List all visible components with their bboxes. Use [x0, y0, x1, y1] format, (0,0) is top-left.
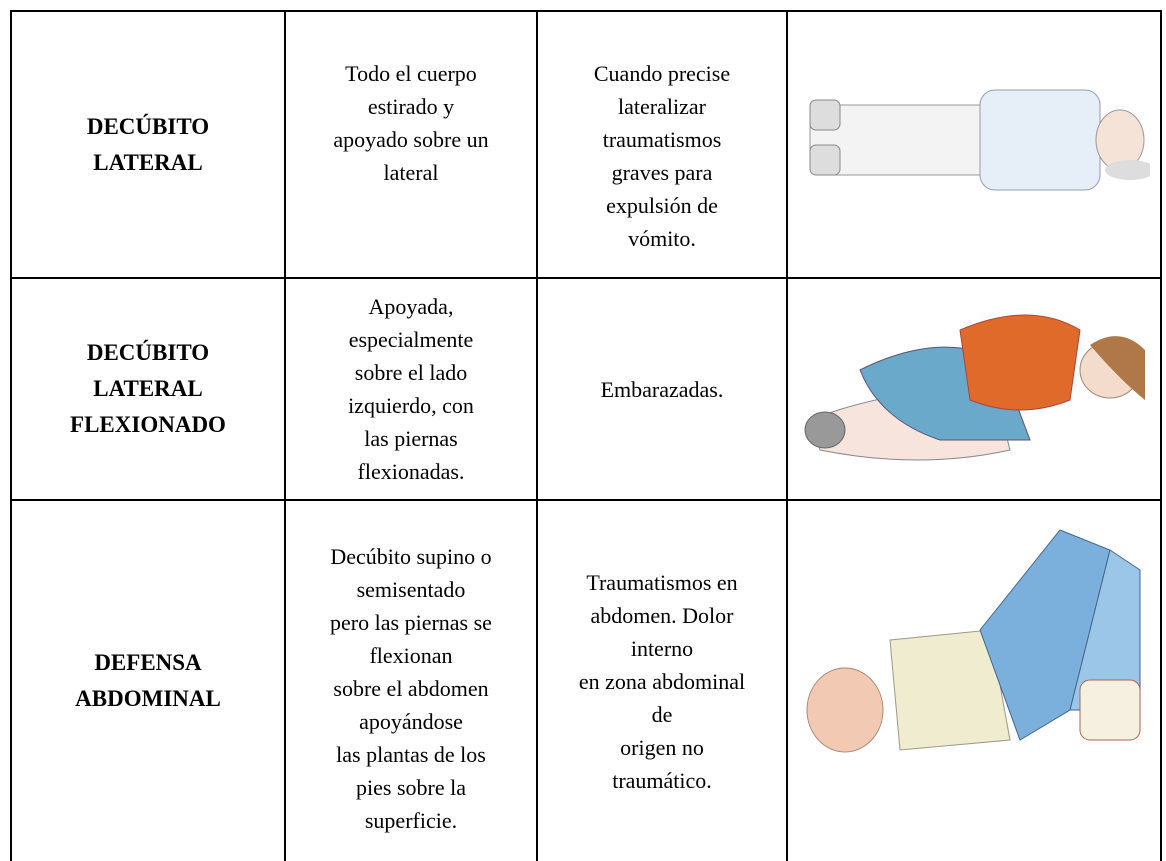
- cell-line: lateral: [383, 160, 439, 185]
- border: [1160, 10, 1162, 861]
- cell-line: FLEXIONADO: [70, 412, 226, 437]
- cell: Traumatismos en abdomen. Dolor interno en z…: [538, 501, 786, 861]
- cell: Decúbito supino o semisentado pero las pie…: [286, 516, 536, 861]
- cell-line: semisentado: [356, 577, 466, 602]
- cell-line: traumatismos: [602, 127, 722, 152]
- cell-line: vómito.: [628, 226, 696, 251]
- cell-line: flexionadas.: [357, 459, 465, 484]
- cell-line: lateralizar: [618, 94, 706, 119]
- illustration-lateral-flexionado: [804, 314, 1145, 461]
- illustration-defensa-abdominal: [806, 529, 1141, 753]
- cell: Embarazadas.: [538, 279, 786, 499]
- cell-line: superficie.: [364, 808, 458, 833]
- cell: Todo el cuerpo estirado y apoyado sobre un…: [286, 12, 536, 277]
- cell-line: DEFENSA: [94, 650, 202, 675]
- cell-line: especialmente: [348, 327, 474, 352]
- cell-line: traumático.: [612, 767, 712, 793]
- cell: DECÚBITO LATERAL: [12, 12, 284, 277]
- cell-line: pies sobre la: [356, 775, 466, 800]
- border: [536, 10, 538, 861]
- cell-line: Cuando precise: [593, 61, 731, 86]
- cell-line: LATERAL: [93, 376, 203, 401]
- cell-line: LATERAL: [93, 149, 203, 175]
- cell-line: en zona abdominal: [578, 668, 746, 694]
- cell-line: Decúbito supino o: [330, 544, 492, 569]
- cell-line: DECÚBITO: [86, 113, 210, 139]
- cell-line: pero las piernas se: [330, 610, 492, 635]
- cell-line: DECÚBITO: [86, 340, 210, 365]
- illustration-lateral: [809, 89, 1150, 191]
- cell-line: Traumatismos en: [586, 569, 738, 595]
- border: [284, 10, 286, 861]
- cell: DEFENSA ABDOMINAL: [12, 501, 284, 861]
- border: [10, 10, 12, 861]
- cell-line: sobre el lado: [354, 360, 468, 385]
- cell-line: estirado y: [367, 94, 455, 119]
- border: [10, 499, 1162, 501]
- cell-line: apoyado sobre un: [333, 127, 489, 152]
- cell-line: izquierdo, con: [348, 393, 474, 418]
- cell-line: flexionan: [369, 643, 453, 668]
- cell-line: ABDOMINAL: [75, 686, 221, 711]
- cell-line: las plantas de los: [336, 742, 486, 767]
- cell-line: abdomen. Dolor: [590, 602, 734, 628]
- border: [786, 10, 788, 861]
- cell-line: Todo el cuerpo: [345, 61, 477, 86]
- cell-line: expulsión de: [606, 193, 718, 218]
- border: [10, 277, 1162, 279]
- cell-line: graves para: [611, 160, 713, 185]
- cell-line: origen no: [620, 734, 704, 760]
- cell-line: interno: [630, 635, 694, 661]
- cell-line: de: [651, 701, 673, 727]
- cell: Cuando precise lateralizar traumatismos gra…: [538, 12, 786, 277]
- cell-line: las piernas: [364, 426, 458, 451]
- border: [10, 10, 1162, 12]
- cell-line: sobre el abdomen: [333, 676, 489, 701]
- cell-line: Embarazadas.: [600, 376, 724, 402]
- cell-line: Apoyada,: [368, 294, 454, 319]
- cell-line: apoyándose: [359, 709, 463, 734]
- cell: DECÚBITO LATERAL FLEXIONADO: [12, 279, 284, 499]
- cell: Apoyada, especialmente sobre el lado izquie…: [286, 279, 536, 499]
